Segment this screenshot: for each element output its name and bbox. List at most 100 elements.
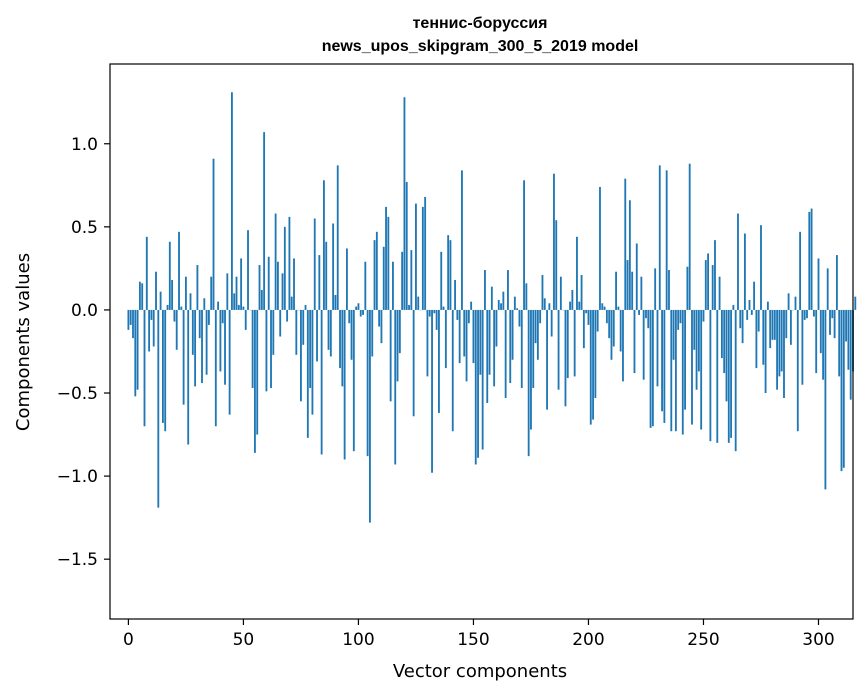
bar-240 (679, 309, 682, 324)
bar-29 (194, 309, 197, 387)
bar-37 (212, 158, 215, 310)
bar-168 (513, 296, 516, 310)
bar-141 (451, 309, 454, 432)
bar-230 (656, 309, 659, 387)
bar-215 (622, 309, 624, 382)
bar-162 (500, 303, 502, 310)
bar-92 (339, 309, 341, 369)
bar-178 (536, 309, 539, 360)
bar-90 (334, 294, 337, 310)
bar-231 (658, 165, 661, 310)
bar-49 (240, 258, 243, 310)
bar-265 (737, 213, 739, 310)
bar-206 (601, 303, 604, 310)
bar-16 (164, 309, 167, 432)
bar-199 (585, 309, 588, 314)
bar-159 (493, 309, 496, 387)
bar-263 (732, 304, 735, 310)
bar-109 (378, 309, 381, 327)
bar-103 (364, 261, 367, 310)
bar-96 (348, 309, 351, 324)
bar-192 (569, 301, 571, 310)
bar-106 (371, 309, 374, 357)
bar-183 (548, 303, 551, 310)
bar-268 (743, 233, 746, 310)
bar-253 (709, 309, 712, 442)
bar-254 (711, 265, 714, 310)
bar-272 (753, 281, 756, 310)
bar-65 (277, 261, 279, 310)
bar-2 (132, 309, 134, 339)
bar-284 (780, 309, 783, 372)
bar-273 (755, 309, 758, 369)
bar-21 (175, 309, 178, 350)
bar-234 (665, 170, 668, 310)
bar-56 (256, 309, 259, 435)
bar-62 (270, 309, 272, 389)
bar-305 (829, 309, 831, 335)
bar-152 (477, 309, 479, 458)
bar-239 (677, 309, 680, 330)
bar-311 (842, 309, 845, 468)
bar-204 (596, 309, 599, 332)
bar-95 (346, 248, 348, 310)
bar-316 (854, 296, 857, 310)
bar-266 (739, 309, 742, 329)
bar-38 (214, 309, 217, 427)
bar-47 (235, 276, 238, 310)
x-tick-label: 50 (233, 630, 255, 650)
bar-174 (527, 309, 530, 457)
bar-222 (638, 309, 640, 315)
bar-83 (318, 255, 321, 310)
bar-23 (180, 306, 183, 310)
bar-122 (408, 304, 410, 310)
bar-285 (783, 309, 785, 398)
bar-136 (440, 251, 443, 310)
bar-296 (808, 211, 811, 310)
bar-191 (566, 309, 569, 379)
bar-126 (417, 296, 420, 310)
bar-235 (668, 270, 670, 310)
bar-31 (198, 309, 201, 339)
bar-128 (421, 206, 424, 310)
bar-146 (463, 309, 466, 357)
bar-247 (695, 309, 698, 390)
bar-135 (438, 309, 440, 413)
bar-26 (187, 309, 190, 445)
bar-221 (635, 243, 638, 310)
bar-309 (838, 309, 841, 377)
bar-154 (481, 309, 484, 450)
bar-257 (718, 276, 721, 310)
bar-13 (157, 309, 160, 508)
bar-246 (693, 309, 696, 350)
bar-84 (320, 309, 323, 455)
bar-28 (191, 309, 194, 355)
bar-124 (412, 309, 415, 417)
bar-236 (670, 309, 673, 432)
bar-145 (461, 170, 463, 310)
bar-123 (410, 250, 413, 310)
bar-116 (394, 309, 397, 465)
bar-108 (375, 231, 378, 310)
bar-242 (684, 309, 686, 410)
bar-193 (571, 289, 574, 310)
bar-155 (484, 270, 486, 310)
bar-233 (663, 309, 666, 423)
bar-138 (444, 309, 447, 369)
bar-4 (136, 309, 139, 390)
bar-226 (647, 309, 650, 329)
x-tick-label: 200 (572, 630, 604, 650)
bar-150 (472, 309, 475, 364)
bar-144 (458, 309, 461, 364)
bar-277 (764, 309, 767, 394)
bar-244 (688, 163, 691, 310)
bar-181 (543, 298, 546, 310)
x-axis-label: Vector components (393, 661, 567, 682)
chart-subtitle: news_upos_skipgram_300_5_2019 model (322, 38, 639, 55)
bar-306 (831, 309, 834, 319)
bar-148 (467, 309, 470, 324)
bar-51 (244, 309, 247, 330)
bar-205 (599, 186, 601, 310)
bar-278 (766, 301, 769, 310)
